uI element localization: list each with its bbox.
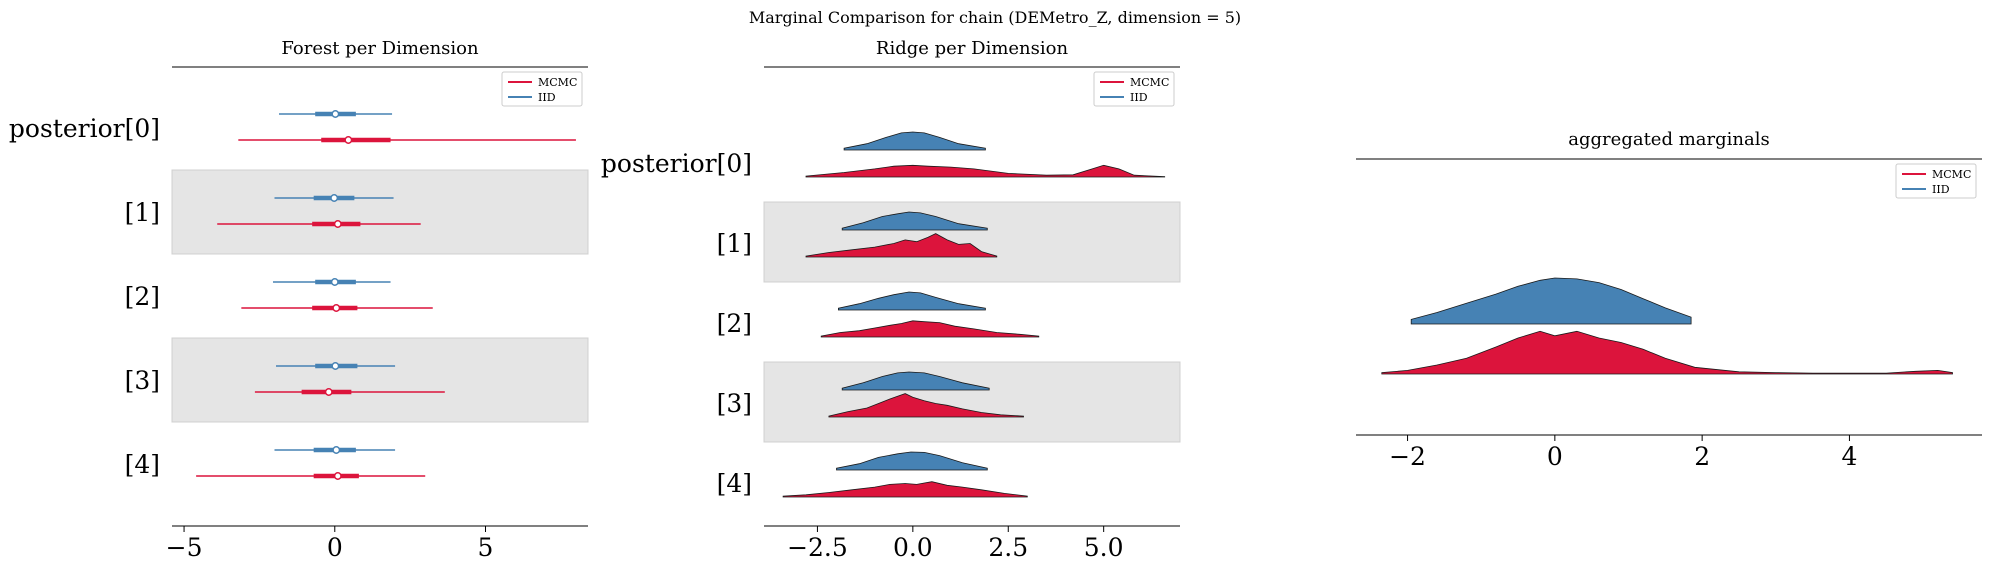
point-estimate xyxy=(330,278,339,286)
x-tick-label: −5 xyxy=(166,533,203,562)
x-tick-label: 4 xyxy=(1841,442,1857,471)
row-label: [3] xyxy=(717,389,752,418)
point-estimate xyxy=(331,110,340,118)
row-band xyxy=(763,361,1181,443)
legend-label-mcmc: MCMC xyxy=(538,76,577,89)
ridge-iid xyxy=(841,211,988,231)
ridge-iid xyxy=(836,451,988,471)
row-band xyxy=(171,169,589,255)
row-band xyxy=(171,337,589,423)
panel-title: Forest per Dimension xyxy=(281,38,479,59)
ridge-panel: posterior[0] [1] [2] [3] [4] Ridge per Dimens… xyxy=(601,38,1181,562)
ridge-mcmc xyxy=(782,481,1028,498)
row-band xyxy=(763,201,1181,283)
row-label: posterior[0] xyxy=(601,149,752,178)
ridge-mcmc xyxy=(820,320,1040,338)
panel-title: Ridge per Dimension xyxy=(876,38,1069,59)
x-tick-label: 5.0 xyxy=(1084,533,1124,562)
point-estimate xyxy=(333,220,342,228)
x-tick-label: 2.5 xyxy=(988,533,1028,562)
ridge-mcmc xyxy=(805,233,998,258)
ridge-iid xyxy=(843,131,986,151)
point-estimate xyxy=(332,304,341,312)
ridge-iid xyxy=(841,371,990,391)
x-tick-label: −2.5 xyxy=(787,533,848,562)
row-label: [3] xyxy=(125,366,160,395)
ridge-mcmc xyxy=(1381,330,1953,375)
point-estimate xyxy=(344,136,353,144)
aggregated-panel: aggregated marginals −2 0 2 4 MCMC IID xyxy=(1356,129,1982,471)
legend-label-iid: IID xyxy=(538,91,556,104)
ridge-mcmc xyxy=(828,393,1024,418)
ridge-iid xyxy=(1410,277,1692,325)
x-tick-label: 5 xyxy=(478,533,494,562)
ridge-iid xyxy=(838,291,986,311)
legend-label-iid: IID xyxy=(1932,183,1950,196)
row-label: [2] xyxy=(125,282,160,311)
point-estimate xyxy=(331,362,340,370)
ridge-mcmc xyxy=(805,164,1166,178)
row-label: [1] xyxy=(125,198,160,227)
row-label: posterior[0] xyxy=(9,114,160,143)
row-label: [4] xyxy=(125,450,160,479)
x-tick-label: −2 xyxy=(1389,442,1426,471)
figure-suptitle: Marginal Comparison for chain (DEMetro_Z… xyxy=(748,8,1242,27)
legend-label-mcmc: MCMC xyxy=(1130,76,1169,89)
point-estimate xyxy=(330,194,339,202)
row-label: [2] xyxy=(717,309,752,338)
x-tick-label: 0.0 xyxy=(893,533,933,562)
legend-label-mcmc: MCMC xyxy=(1932,168,1971,181)
row-label: [1] xyxy=(717,229,752,258)
forest-panel: posterior[0] [1] [2] [3] [4] Forest per Dimen… xyxy=(9,38,589,562)
panel-title: aggregated marginals xyxy=(1568,129,1769,150)
row-label: [4] xyxy=(717,469,752,498)
x-tick-label: 0 xyxy=(327,533,343,562)
x-tick-label: 0 xyxy=(1547,442,1563,471)
x-tick-label: 2 xyxy=(1694,442,1710,471)
point-estimate xyxy=(332,446,341,454)
point-estimate xyxy=(324,388,333,396)
legend-label-iid: IID xyxy=(1130,91,1148,104)
point-estimate xyxy=(333,472,342,480)
